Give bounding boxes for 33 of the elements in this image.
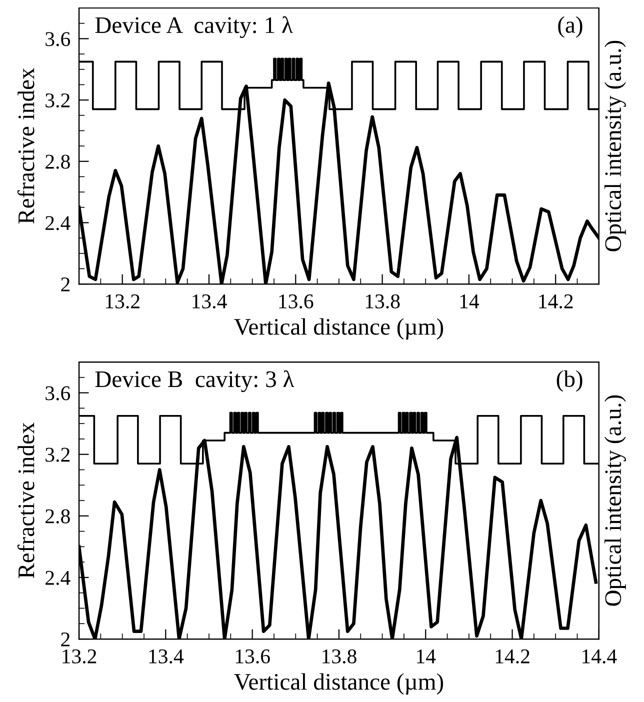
- x-tick-label: 13.4: [149, 649, 184, 664]
- y-tick-label: 3.6: [46, 386, 70, 400]
- x-tick-label: 13.6: [236, 649, 270, 664]
- y2-axis-title: Optical intensity (a.u.): [604, 40, 626, 252]
- x-tick-label: 13.8: [322, 649, 356, 664]
- x-tick-label: 13.8: [366, 294, 400, 309]
- x-axis-title: Vertical distance (µm): [234, 673, 444, 695]
- y-tick-label: 2: [61, 277, 70, 292]
- annotation: Device A cavity: 1 λ: [95, 16, 293, 38]
- y2-axis-title: Optical intensity (a.u.): [604, 395, 626, 606]
- x-tick-label: 13.2: [106, 294, 140, 309]
- x-tick-label: 14.2: [496, 649, 530, 664]
- y-axis-title: Refractive index: [17, 422, 34, 578]
- x-tick-label: 14: [460, 294, 480, 308]
- x-tick-label: 13.4: [192, 294, 227, 309]
- y-axis-title: Refractive index: [17, 68, 34, 224]
- annotation: (b): [556, 370, 582, 392]
- annotation: (a): [558, 16, 582, 38]
- y-tick-label: 2.4: [46, 570, 70, 585]
- y-tick-label: 2.4: [46, 216, 70, 230]
- y-tick-label: 2: [61, 632, 70, 646]
- y-tick-label: 3.6: [46, 32, 70, 46]
- annotation: Device B cavity: 3 λ: [95, 370, 294, 392]
- x-axis-title: Vertical distance (µm): [234, 318, 444, 340]
- x-tick-label: 13.2: [62, 649, 96, 664]
- y-tick-label: 2.8: [46, 509, 70, 524]
- x-tick-label: 14.4: [582, 649, 617, 664]
- y-tick-label: 3.2: [46, 448, 70, 462]
- y-tick-label: 2.8: [46, 154, 70, 169]
- x-tick-label: 13.6: [279, 294, 314, 309]
- y-tick-label: 3.2: [46, 93, 70, 108]
- x-tick-label: 14: [417, 649, 436, 664]
- x-tick-label: 14.2: [539, 294, 573, 309]
